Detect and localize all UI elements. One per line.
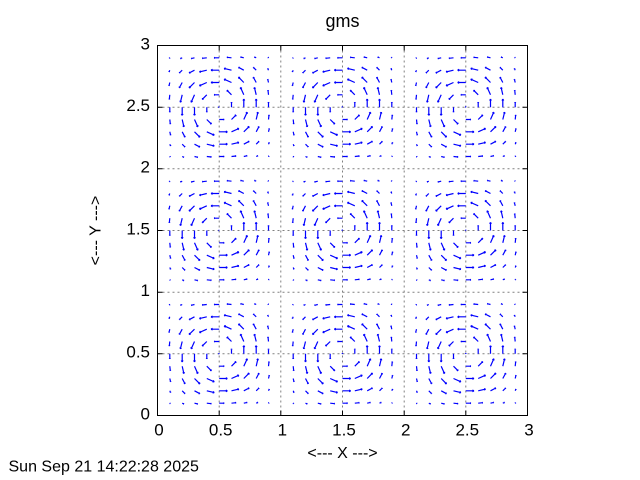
svg-text:2: 2: [401, 421, 410, 440]
svg-text:1: 1: [278, 421, 287, 440]
svg-text:2.5: 2.5: [455, 421, 479, 440]
svg-text:0: 0: [154, 421, 163, 440]
svg-text:Sun Sep 21 14:22:28 2025: Sun Sep 21 14:22:28 2025: [9, 459, 199, 476]
svg-text:2: 2: [141, 158, 150, 177]
svg-text:3: 3: [524, 421, 533, 440]
svg-text:<--- X --->: <--- X --->: [307, 445, 377, 462]
svg-text:0: 0: [141, 404, 150, 423]
svg-text:gms: gms: [325, 11, 359, 31]
svg-text:0.5: 0.5: [126, 343, 150, 362]
svg-text:1.5: 1.5: [332, 421, 356, 440]
svg-text:<--- Y --->: <--- Y --->: [88, 196, 105, 266]
svg-text:1: 1: [141, 281, 150, 300]
svg-text:0.5: 0.5: [209, 421, 233, 440]
svg-text:3: 3: [141, 34, 150, 53]
svg-text:1.5: 1.5: [126, 219, 150, 238]
svg-text:2.5: 2.5: [126, 96, 150, 115]
